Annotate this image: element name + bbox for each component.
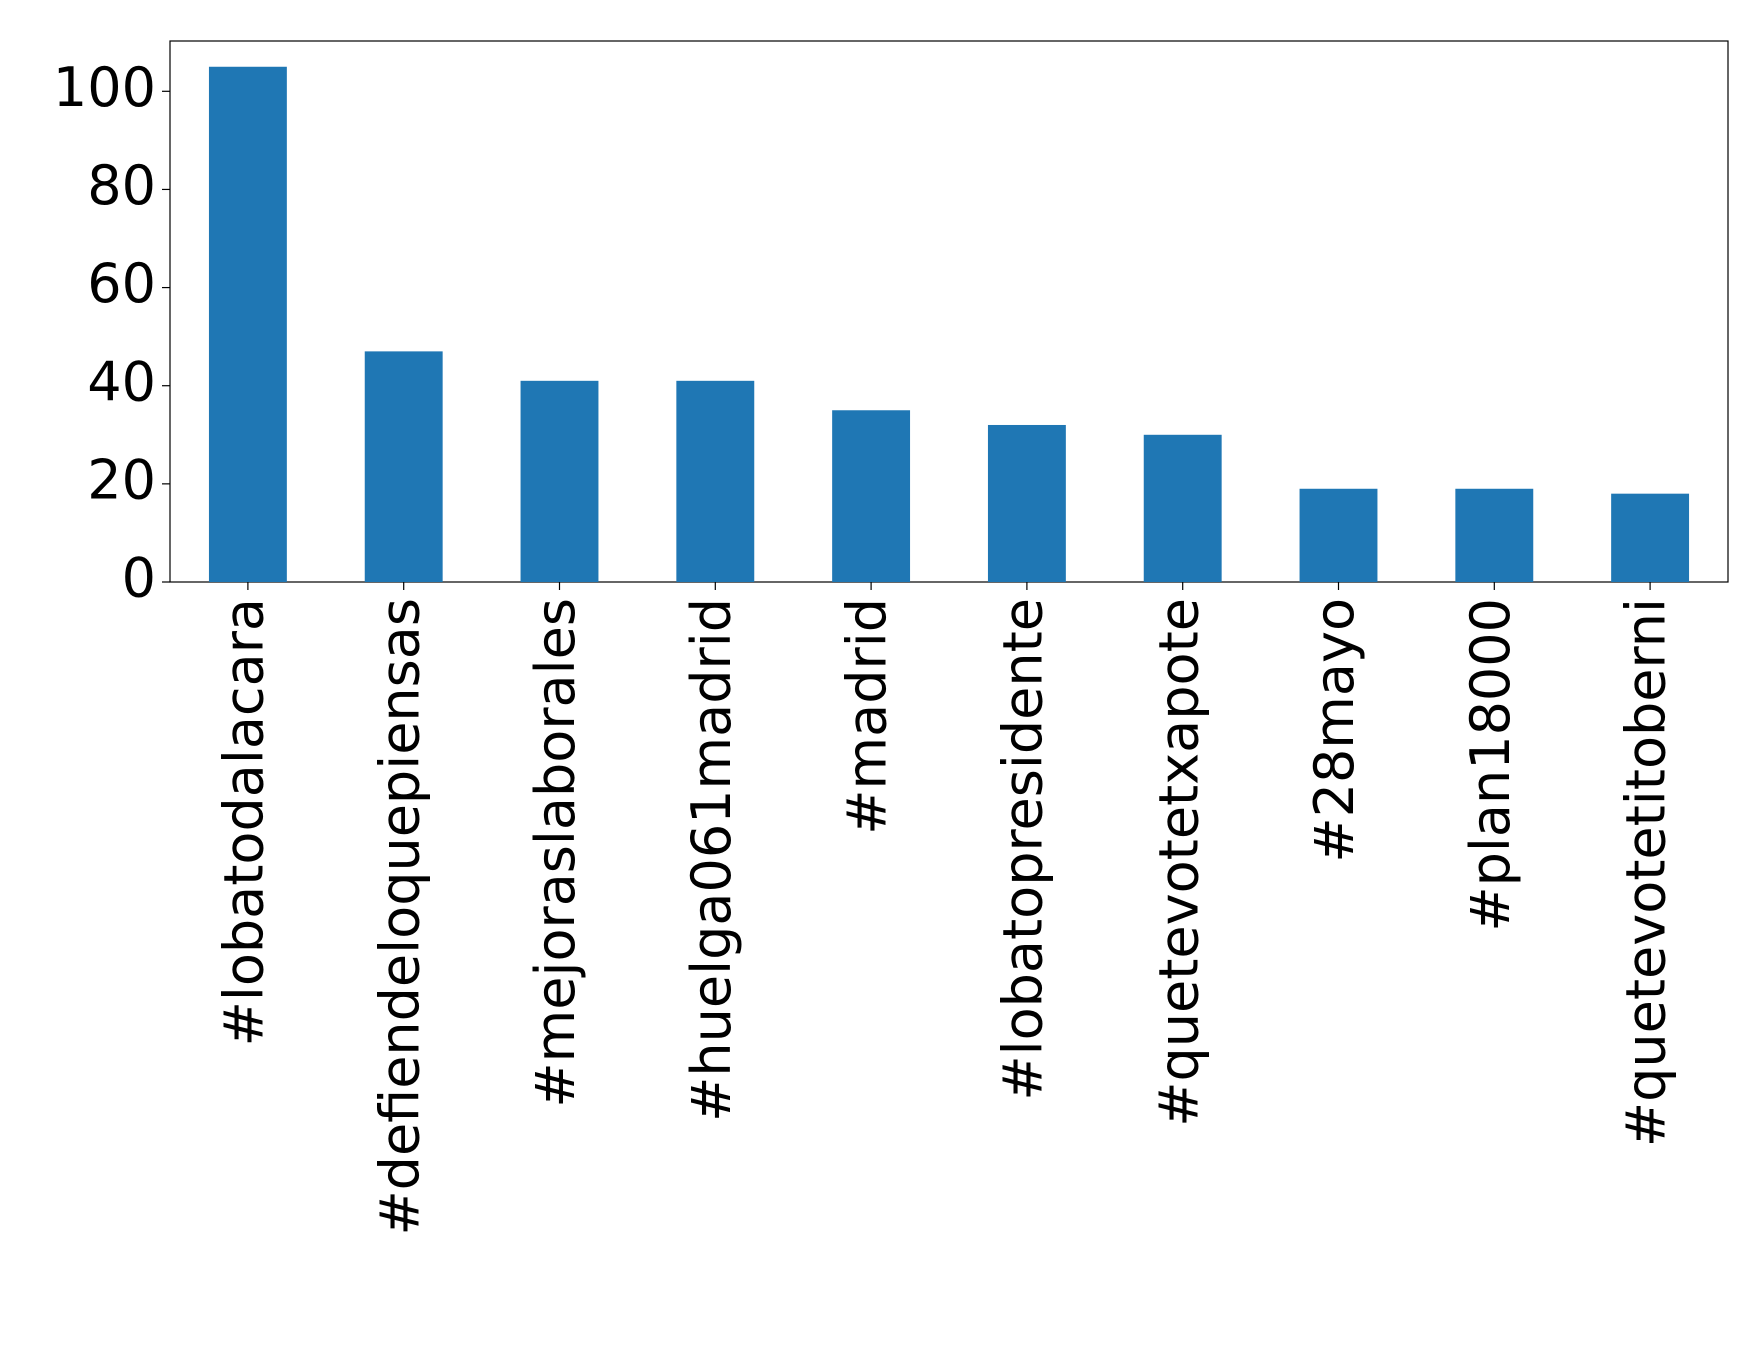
bar (1611, 493, 1690, 582)
x-tick-label: #huelga061madrid (680, 598, 743, 1122)
bar (987, 424, 1066, 582)
bar (208, 66, 287, 582)
x-tick-label: #lobatopresidente (992, 598, 1055, 1101)
x-tick-label: #defiendeloquepiensas (368, 598, 431, 1236)
bar (832, 410, 911, 582)
x-tick-label: #mejoraslaborales (524, 598, 587, 1108)
x-tick-label: #lobatodalacara (213, 598, 276, 1046)
y-tick-label: 40 (87, 350, 156, 413)
bar (676, 380, 755, 582)
bar (1143, 434, 1222, 582)
y-tick-label: 60 (87, 252, 156, 315)
y-tick-label: 20 (87, 449, 156, 512)
bar (364, 351, 443, 582)
x-tick-label: #plan18000 (1459, 598, 1522, 932)
bar (520, 380, 599, 582)
y-tick-label: 80 (87, 154, 156, 217)
x-tick-label: #28mayo (1303, 598, 1366, 863)
y-tick-label: 100 (53, 56, 156, 119)
x-tick-label: #madrid (836, 598, 899, 835)
x-tick-label: #quetevotetitoberni (1615, 598, 1678, 1147)
x-tick-label: #quetevotetxapote (1147, 598, 1210, 1127)
y-tick-label: 0 (122, 547, 156, 610)
bar (1299, 488, 1378, 582)
bar (1455, 488, 1534, 582)
plot-frame (169, 40, 1729, 583)
